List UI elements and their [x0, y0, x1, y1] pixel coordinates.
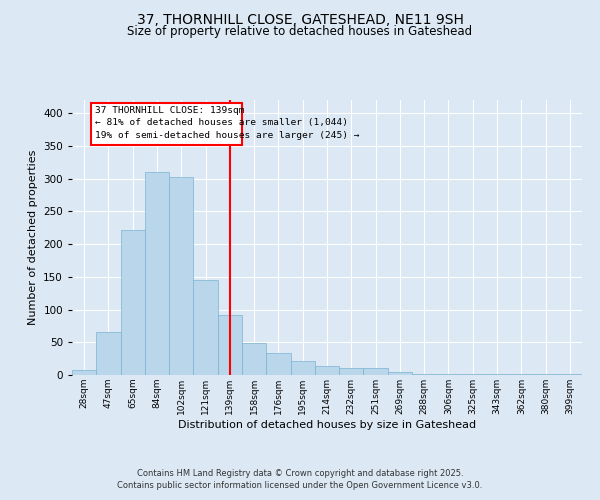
- Bar: [436, 374, 461, 375]
- FancyBboxPatch shape: [91, 104, 242, 144]
- Bar: [169, 176, 193, 375]
- Bar: [388, 372, 412, 375]
- Text: 37, THORNHILL CLOSE, GATESHEAD, NE11 9SH: 37, THORNHILL CLOSE, GATESHEAD, NE11 9SH: [137, 12, 463, 26]
- Bar: [485, 374, 509, 375]
- Bar: [72, 370, 96, 375]
- Text: Contains HM Land Registry data © Crown copyright and database right 2025.
Contai: Contains HM Land Registry data © Crown c…: [118, 468, 482, 490]
- Bar: [461, 374, 485, 375]
- Bar: [315, 366, 339, 375]
- Text: 37 THORNHILL CLOSE: 139sqm: 37 THORNHILL CLOSE: 139sqm: [95, 106, 245, 115]
- Bar: [96, 332, 121, 375]
- Bar: [558, 374, 582, 375]
- Bar: [121, 230, 145, 375]
- Bar: [339, 368, 364, 375]
- Text: Size of property relative to detached houses in Gateshead: Size of property relative to detached ho…: [127, 25, 473, 38]
- Bar: [533, 374, 558, 375]
- Bar: [266, 354, 290, 375]
- Bar: [509, 374, 533, 375]
- Text: ← 81% of detached houses are smaller (1,044): ← 81% of detached houses are smaller (1,…: [95, 118, 348, 128]
- Bar: [145, 172, 169, 375]
- Bar: [242, 343, 266, 375]
- X-axis label: Distribution of detached houses by size in Gateshead: Distribution of detached houses by size …: [178, 420, 476, 430]
- Y-axis label: Number of detached properties: Number of detached properties: [28, 150, 38, 325]
- Bar: [290, 361, 315, 375]
- Text: 19% of semi-detached houses are larger (245) →: 19% of semi-detached houses are larger (…: [95, 131, 359, 140]
- Bar: [193, 280, 218, 375]
- Bar: [412, 374, 436, 375]
- Bar: [364, 368, 388, 375]
- Bar: [218, 315, 242, 375]
